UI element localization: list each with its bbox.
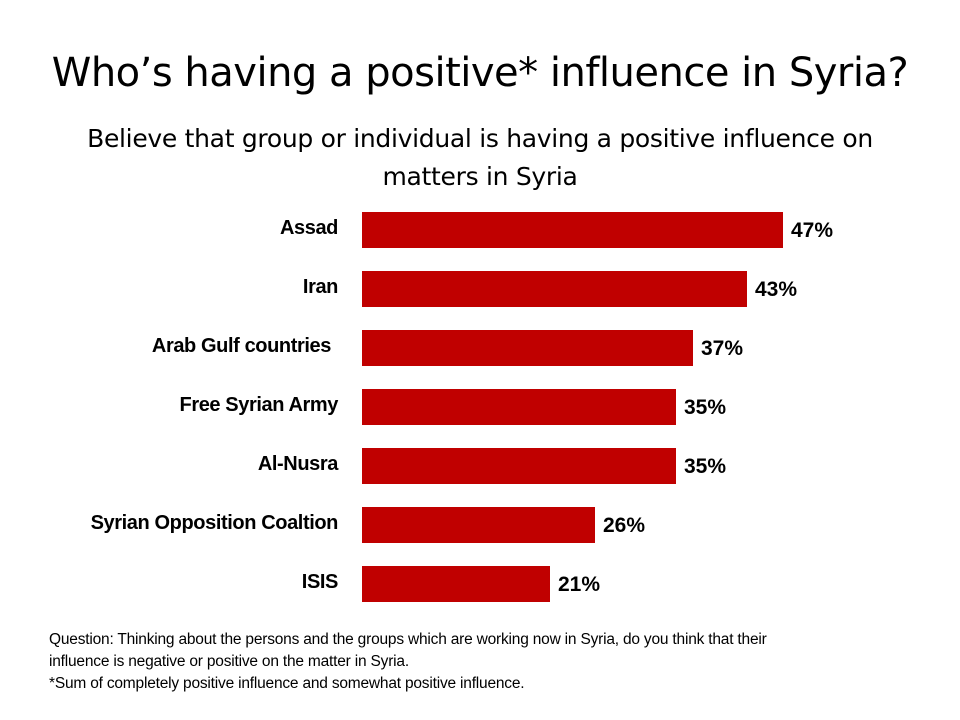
bar [362, 448, 676, 484]
category-label: Syrian Opposition Coaltion [90, 512, 339, 534]
bar [362, 271, 747, 307]
category-label: ISIS [301, 571, 339, 593]
value-label: 43% [755, 278, 798, 301]
chart-row: Free Syrian Army 35% [0, 377, 960, 425]
category-label: Free Syrian Army [179, 394, 339, 416]
bar [362, 212, 783, 248]
chart-row: Syrian Opposition Coaltion 26% [0, 495, 960, 543]
bar [362, 330, 693, 366]
chart-row: Arab Gulf countries 37% [0, 318, 960, 366]
footnote-definition: *Sum of completely positive influence an… [49, 675, 525, 692]
bar [362, 566, 550, 602]
category-label: Assad [279, 217, 338, 239]
bar [362, 507, 595, 543]
category-label: Iran [302, 276, 338, 298]
value-label: 21% [558, 573, 601, 596]
bar-chart: Assad 47% Iran 43% Arab Gulf countries 37% Fre… [0, 200, 960, 610]
chart-row: ISIS 21% [0, 554, 960, 602]
bar [362, 389, 676, 425]
category-label: Al-Nusra [257, 453, 339, 475]
footnote-question-line-1: Question: Thinking about the persons and… [49, 631, 767, 648]
chart-subtitle: Believe that group or individual is havi… [87, 124, 873, 191]
chart-row: Iran 43% [0, 259, 960, 307]
value-label: 35% [684, 396, 727, 419]
footnote: Question: Thinking about the persons and… [49, 629, 929, 695]
value-label: 35% [684, 455, 727, 478]
footnote-question-line-2: influence is negative or positive on the… [49, 653, 409, 670]
chart-title: Who’s having a positive* influence in Sy… [51, 50, 909, 96]
value-label: 26% [603, 514, 646, 537]
chart-row: Al-Nusra 35% [0, 436, 960, 484]
chart-row: Assad 47% [0, 200, 960, 248]
value-label: 37% [701, 337, 744, 360]
category-label: Arab Gulf countries [151, 335, 331, 357]
value-label: 47% [791, 219, 834, 242]
